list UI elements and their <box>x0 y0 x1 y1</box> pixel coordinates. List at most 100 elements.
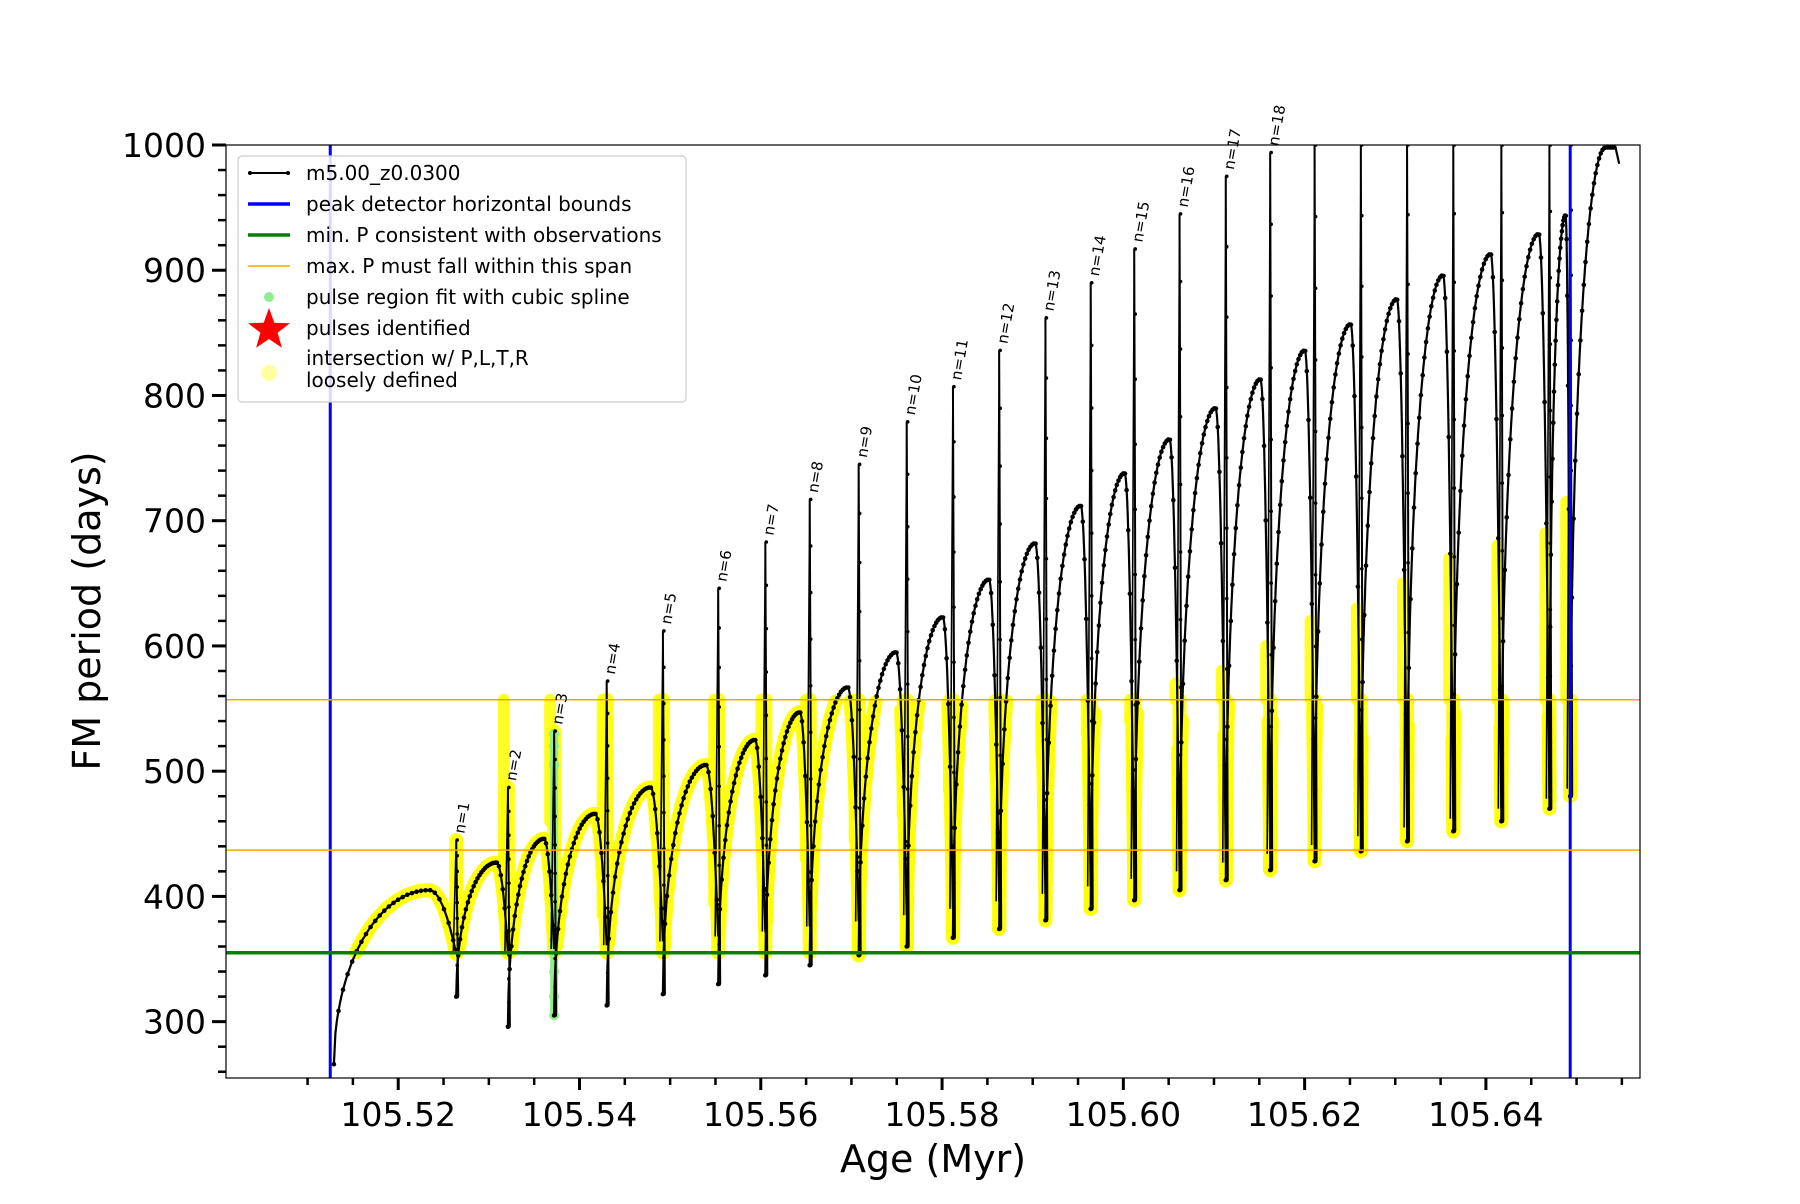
pulse-marker <box>1090 406 1094 410</box>
period-marker <box>1002 727 1007 732</box>
period-marker <box>1374 394 1379 399</box>
pulse-marker <box>1269 868 1273 872</box>
pulse-marker <box>1549 409 1553 413</box>
pulse-marker <box>1269 366 1273 370</box>
pulse-marker <box>906 735 910 739</box>
period-marker <box>989 591 994 596</box>
pulse-marker <box>858 512 862 516</box>
period-marker <box>446 921 451 926</box>
period-marker <box>833 700 838 705</box>
period-marker <box>560 894 565 899</box>
period-marker <box>913 730 918 735</box>
period-marker <box>1229 619 1234 624</box>
period-marker <box>1462 423 1467 428</box>
pulse-marker <box>1549 210 1553 214</box>
period-marker <box>396 897 401 902</box>
pulse-marker <box>858 659 862 663</box>
pulse-marker <box>906 892 910 896</box>
period-marker <box>410 891 415 896</box>
period-marker <box>1323 482 1328 487</box>
period-marker <box>925 646 930 651</box>
period-marker <box>1371 436 1376 441</box>
period-marker <box>497 864 502 869</box>
period-marker <box>1009 638 1014 643</box>
period-marker <box>929 633 934 638</box>
period-marker <box>1126 528 1131 533</box>
period-marker <box>391 901 396 906</box>
period-marker <box>377 913 382 918</box>
pulse-marker <box>952 716 956 720</box>
pulse-marker <box>553 729 557 733</box>
pulse-marker <box>553 758 557 762</box>
period-marker <box>975 597 980 602</box>
pulse-marker <box>1452 624 1456 628</box>
pulse-marker <box>553 843 557 847</box>
period-marker <box>959 703 964 708</box>
period-marker <box>1471 320 1476 325</box>
period-marker <box>1069 520 1074 525</box>
pulse-marker <box>1133 703 1137 707</box>
pulse-marker <box>1501 549 1505 553</box>
period-marker <box>1426 326 1431 331</box>
pulse-marker <box>606 841 610 845</box>
pulse-marker <box>455 838 459 842</box>
pulse-marker <box>952 440 956 444</box>
period-marker <box>706 770 711 775</box>
pulse-marker <box>1133 768 1137 772</box>
period-marker <box>514 902 519 907</box>
period-marker <box>1551 420 1556 425</box>
pulse-marker <box>662 629 666 633</box>
pulse-marker <box>606 906 610 910</box>
pulse-marker <box>1133 638 1137 642</box>
pulse-marker <box>1501 752 1505 756</box>
period-marker <box>613 875 618 880</box>
period-marker <box>817 782 822 787</box>
period-marker <box>1291 377 1296 382</box>
period-marker <box>1230 583 1235 588</box>
pulse-marker <box>906 420 910 424</box>
period-marker <box>1048 703 1053 708</box>
period-marker <box>1560 223 1565 228</box>
period-marker <box>987 578 992 583</box>
period-marker <box>1337 351 1342 356</box>
period-marker <box>968 629 973 634</box>
period-marker <box>1023 556 1028 561</box>
period-marker <box>1588 206 1593 211</box>
period-marker <box>593 812 598 817</box>
period-marker <box>831 705 836 710</box>
pulse-marker <box>606 712 610 716</box>
period-marker <box>882 667 887 672</box>
x-tick-label: 105.52 <box>340 1095 455 1134</box>
pulse-marker <box>455 932 459 936</box>
period-marker <box>671 843 676 848</box>
period-marker <box>991 623 996 628</box>
pulse-marker <box>1314 860 1318 864</box>
pulse-marker <box>1269 653 1273 657</box>
pulse-marker <box>1549 475 1553 479</box>
period-marker <box>1084 617 1089 622</box>
period-marker <box>462 915 467 920</box>
pulse-marker <box>858 904 862 908</box>
pulse-marker <box>1452 829 1456 833</box>
period-marker <box>373 919 378 924</box>
period-marker <box>1283 440 1288 445</box>
period-marker <box>1214 406 1219 411</box>
pulse-marker <box>1133 377 1137 381</box>
pulse-marker <box>1360 708 1364 712</box>
period-marker <box>1062 552 1067 557</box>
pulse-marker <box>507 929 511 933</box>
period-marker <box>1564 237 1569 242</box>
pulse-marker <box>1225 456 1229 460</box>
period-marker <box>1424 340 1429 345</box>
period-marker <box>576 830 581 835</box>
period-marker <box>820 755 825 760</box>
period-marker <box>780 748 785 753</box>
pulse-marker <box>553 985 557 989</box>
y-tick-label: 300 <box>143 1003 206 1042</box>
period-marker <box>1553 339 1558 344</box>
pulse-marker <box>662 774 666 778</box>
pulse-marker <box>1501 617 1505 621</box>
pulse-marker <box>717 864 721 868</box>
period-marker <box>405 893 410 898</box>
period-marker <box>1235 503 1240 508</box>
